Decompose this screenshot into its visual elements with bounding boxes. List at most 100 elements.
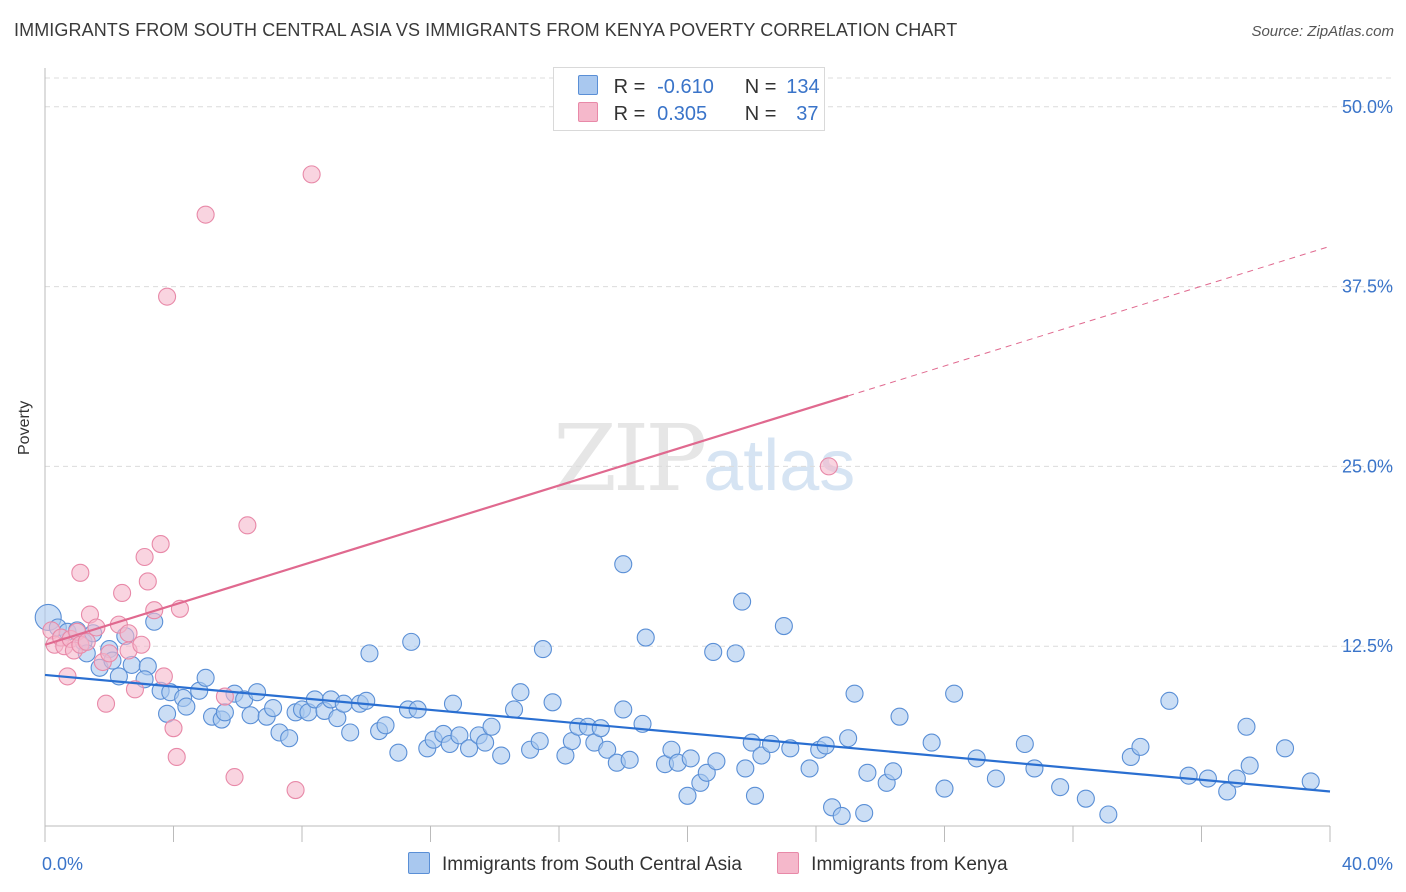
point-kenya	[238, 516, 257, 535]
point-kenya	[113, 583, 132, 603]
point-south-central-asia	[1301, 772, 1320, 791]
n-label: N =	[744, 103, 777, 125]
point-south-central-asia	[761, 734, 781, 754]
point-kenya	[164, 719, 183, 738]
point-south-central-asia	[614, 700, 633, 719]
y-tick-label: 50.0%	[1342, 97, 1393, 117]
series-legend: Immigrants from South Central Asia Immig…	[408, 852, 1038, 876]
point-south-central-asia	[736, 759, 755, 778]
x-tick-label: 40.0%	[1342, 854, 1393, 874]
point-south-central-asia	[704, 642, 723, 661]
r-label: R =	[613, 103, 646, 125]
n-value: 37	[796, 103, 819, 125]
point-south-central-asia	[530, 732, 549, 751]
point-south-central-asia	[890, 707, 909, 726]
point-south-central-asia	[1275, 739, 1295, 758]
point-south-central-asia	[450, 726, 469, 745]
legend-label: Immigrants from Kenya	[811, 854, 1008, 875]
point-south-central-asia	[745, 786, 765, 805]
point-kenya	[225, 768, 244, 787]
point-south-central-asia	[215, 703, 234, 722]
point-south-central-asia	[196, 668, 215, 687]
watermark-zip: ZIP	[553, 405, 707, 512]
point-south-central-asia	[707, 752, 726, 771]
point-south-central-asia	[774, 617, 793, 636]
point-south-central-asia	[839, 729, 858, 748]
point-south-central-asia	[360, 644, 379, 663]
chart-title: IMMIGRANTS FROM SOUTH CENTRAL ASIA VS IM…	[14, 20, 958, 40]
n-value: 134	[786, 76, 820, 98]
point-kenya	[96, 694, 116, 713]
legend-item-south-central-asia[interactable]: Immigrants from South Central Asia	[408, 852, 742, 876]
point-south-central-asia	[726, 644, 745, 663]
point-south-central-asia	[945, 684, 964, 703]
point-south-central-asia	[591, 719, 610, 738]
point-kenya	[819, 457, 838, 476]
point-south-central-asia	[376, 716, 395, 735]
trendline-kenya	[44, 394, 849, 646]
point-kenya	[158, 287, 177, 306]
r-label: R =	[613, 76, 646, 98]
point-south-central-asia	[855, 804, 874, 823]
point-south-central-asia	[504, 700, 524, 719]
point-kenya	[125, 680, 144, 699]
point-kenya	[135, 547, 154, 567]
y-tick-label: 37.5%	[1342, 277, 1393, 297]
y-axis-label: Poverty	[16, 400, 33, 455]
point-south-central-asia	[1179, 766, 1198, 785]
point-south-central-asia	[459, 739, 479, 758]
point-south-central-asia	[845, 684, 864, 703]
legend-row-south-central-asia: R = -0.610 N = 134	[578, 75, 820, 101]
point-south-central-asia	[1160, 691, 1179, 710]
point-south-central-asia	[598, 740, 617, 759]
point-south-central-asia	[1076, 789, 1095, 808]
point-kenya	[132, 635, 151, 654]
point-south-central-asia	[884, 762, 903, 781]
point-south-central-asia	[341, 723, 360, 742]
point-south-central-asia	[334, 694, 353, 713]
point-south-central-asia	[858, 763, 877, 782]
point-south-central-asia	[781, 739, 800, 758]
point-south-central-asia	[935, 779, 954, 798]
point-south-central-asia	[922, 733, 941, 752]
point-kenya	[87, 618, 106, 637]
point-south-central-asia	[264, 698, 283, 718]
point-south-central-asia	[533, 640, 552, 659]
point-south-central-asia	[241, 706, 260, 725]
source-credit: Source: ZipAtlas.com	[1251, 23, 1394, 40]
point-kenya	[151, 535, 170, 554]
r-value: -0.610	[657, 76, 714, 98]
y-tick-label: 25.0%	[1342, 456, 1393, 476]
point-south-central-asia	[733, 592, 752, 611]
point-kenya	[77, 632, 96, 651]
point-kenya	[167, 747, 186, 767]
r-value: 0.305	[657, 103, 708, 125]
point-south-central-asia	[492, 746, 511, 765]
legend-swatch-pink	[777, 852, 800, 874]
point-south-central-asia	[511, 683, 530, 702]
point-south-central-asia	[1099, 805, 1118, 824]
point-south-central-asia	[1237, 717, 1256, 736]
point-south-central-asia	[402, 632, 421, 651]
legend-swatch-blue	[408, 852, 430, 874]
point-south-central-asia	[800, 759, 819, 778]
point-kenya	[100, 644, 119, 663]
point-south-central-asia	[678, 786, 697, 805]
point-kenya	[302, 165, 321, 184]
point-south-central-asia	[636, 628, 655, 647]
trendline-south-central-asia	[44, 673, 1331, 793]
point-south-central-asia	[1240, 756, 1259, 775]
point-south-central-asia	[543, 693, 562, 712]
point-kenya	[196, 205, 215, 224]
point-south-central-asia	[1015, 734, 1034, 754]
point-south-central-asia	[177, 697, 196, 716]
correlation-legend: R = -0.610 N = 134 R = 0.305 N = 37	[553, 67, 825, 131]
point-south-central-asia	[280, 729, 299, 748]
legend-row-kenya: R = 0.305 N = 37	[578, 102, 819, 128]
point-south-central-asia	[443, 694, 463, 713]
point-south-central-asia	[476, 733, 495, 752]
point-kenya	[138, 572, 157, 591]
legend-item-kenya[interactable]: Immigrants from Kenya	[777, 852, 1008, 876]
legend-label: Immigrants from South Central Asia	[442, 854, 742, 875]
point-south-central-asia	[1131, 737, 1150, 756]
